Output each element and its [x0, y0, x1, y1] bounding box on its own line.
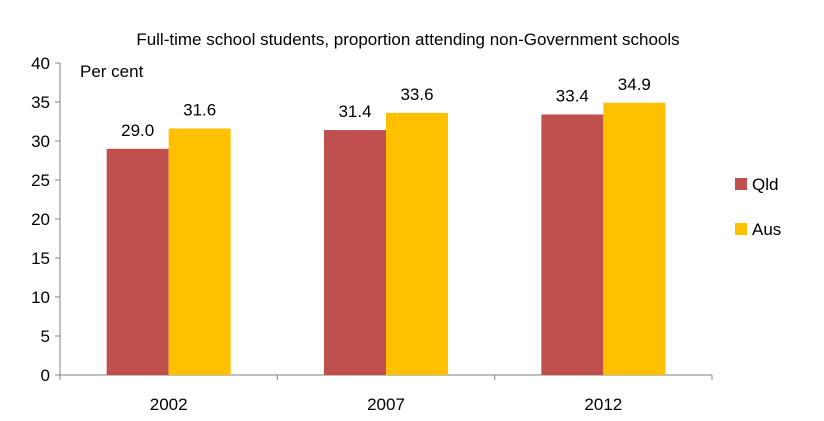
- y-tick-label: 35: [31, 93, 50, 112]
- data-label: 33.6: [400, 85, 433, 104]
- legend: Qld Aus: [735, 175, 781, 239]
- legend-swatch-aus: [735, 223, 747, 235]
- y-axis-label: Per cent: [80, 62, 144, 81]
- bar-qld-2012: [541, 114, 604, 375]
- x-tick-label: 2007: [367, 395, 405, 414]
- bar-aus-2007: [386, 112, 448, 376]
- data-label: 34.9: [618, 75, 651, 94]
- legend-label-qld: Qld: [752, 175, 778, 194]
- y-tick-label: 25: [31, 171, 50, 190]
- y-tick-label: 10: [31, 288, 50, 307]
- x-tick-label: 2002: [150, 395, 188, 414]
- chart-title: Full-time school students, proportion at…: [136, 30, 679, 49]
- x-tick-label: 2012: [584, 395, 622, 414]
- data-label: 29.0: [121, 121, 154, 140]
- bar-aus-2012: [603, 102, 666, 375]
- bar-aus-2002: [168, 128, 231, 375]
- data-label: 31.6: [183, 101, 216, 120]
- bars: 29.0 31.6 31.4 33.6 33.4 34.9: [106, 75, 666, 376]
- y-tick-label: 5: [41, 327, 50, 346]
- legend-label-aus: Aus: [752, 220, 781, 239]
- y-tick-label: 30: [31, 132, 50, 151]
- bar-qld-2002: [106, 148, 169, 375]
- data-label: 33.4: [556, 86, 589, 105]
- y-tick-label: 15: [31, 249, 50, 268]
- axes: 0 5 10 15 20 25 30 35 40 2002 2007 2012: [31, 54, 713, 414]
- legend-swatch-qld: [735, 178, 747, 190]
- y-tick-label: 40: [31, 54, 50, 73]
- y-tick-label: 20: [31, 210, 50, 229]
- y-tick-label: 0: [41, 366, 50, 385]
- bar-qld-2007: [324, 130, 386, 375]
- data-label: 31.4: [338, 102, 371, 121]
